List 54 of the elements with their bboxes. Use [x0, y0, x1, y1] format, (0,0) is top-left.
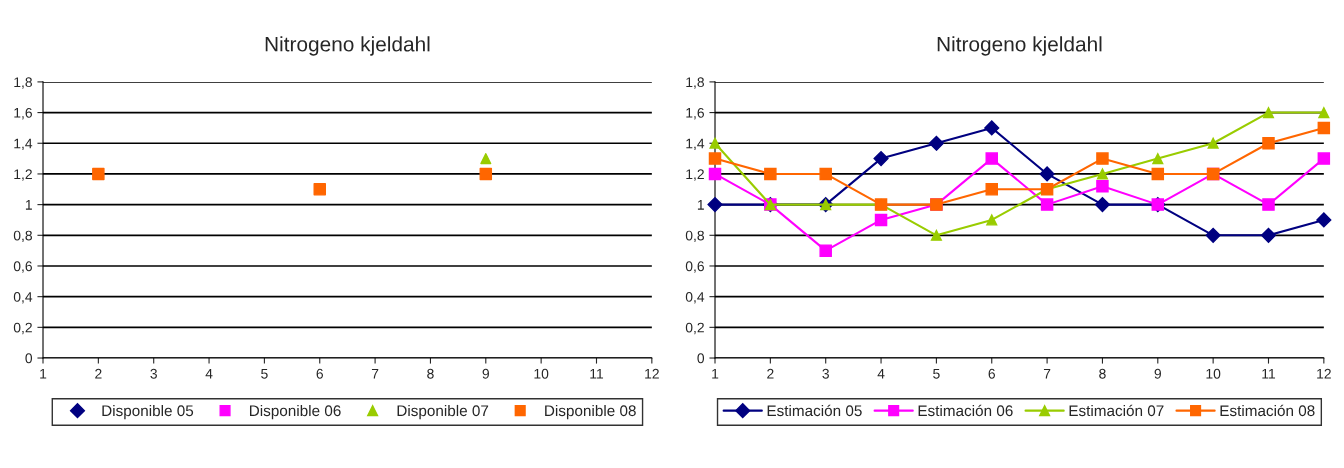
legend-label: Estimación 08 — [1220, 404, 1315, 417]
x-tick-label: 11 — [1262, 368, 1276, 379]
y-tick-label: 0,8 — [685, 230, 704, 243]
y-tick-label: 0,6 — [13, 261, 32, 273]
y-tick-label: 1 — [697, 200, 704, 210]
x-tick-label: 3 — [150, 368, 157, 379]
x-tick-label: 1 — [40, 368, 47, 379]
y-tick-label: 1,8 — [686, 77, 704, 89]
y-tick-label: 0 — [697, 353, 705, 364]
y-tick-label: 0,2 — [685, 322, 704, 335]
y-tick-label: 0,4 — [13, 291, 33, 304]
y-tick-label: 1,2 — [14, 169, 32, 181]
y-tick-label: 0 — [25, 353, 33, 364]
x-tick-label: 12 — [645, 368, 659, 379]
x-tick-label: 8 — [1099, 368, 1106, 379]
x-tick-label: 2 — [95, 368, 102, 379]
x-tick-label: 5 — [261, 368, 268, 379]
legend-label: Disponible 06 — [249, 404, 341, 420]
x-tick-label: 4 — [877, 368, 885, 379]
chart-title: Nitrogeno kjeldahl — [265, 36, 430, 56]
x-tick-label: 9 — [1154, 368, 1161, 379]
x-tick-label: 9 — [482, 368, 489, 379]
x-tick-label: 4 — [205, 368, 213, 379]
legend-label: Disponible 08 — [545, 404, 636, 420]
y-tick-label: 1,2 — [686, 169, 704, 181]
x-tick-label: 1 — [712, 368, 719, 379]
y-tick-label: 1,8 — [14, 77, 32, 89]
x-tick-label: 5 — [933, 368, 940, 379]
x-tick-label: 6 — [316, 368, 323, 379]
chart-title: Nitrogeno kjeldahl — [937, 36, 1102, 56]
y-tick-label: 1,6 — [686, 107, 704, 120]
legend-label: Estimación 05 — [767, 404, 862, 417]
x-tick-label: 7 — [371, 368, 379, 379]
x-tick-label: 3 — [822, 368, 829, 379]
x-tick-label: 12 — [1317, 368, 1331, 379]
y-tick-label: 1,4 — [686, 138, 705, 151]
x-tick-label: 7 — [1043, 368, 1051, 379]
y-tick-label: 0,8 — [13, 230, 32, 243]
y-tick-label: 0,6 — [685, 261, 704, 273]
x-tick-label: 8 — [427, 368, 434, 379]
y-tick-label: 1,4 — [14, 138, 33, 151]
legend-label: Estimación 06 — [918, 404, 1013, 417]
x-tick-label: 6 — [988, 368, 995, 379]
legend-label: Estimación 07 — [1069, 404, 1164, 417]
y-tick-label: 0,4 — [685, 291, 705, 304]
x-tick-label: 2 — [767, 368, 774, 379]
y-tick-label: 1,6 — [14, 107, 32, 120]
x-tick-label: 11 — [590, 368, 604, 379]
x-tick-label: 10 — [534, 368, 549, 379]
y-tick-label: 1 — [25, 200, 32, 210]
y-tick-label: 0,2 — [13, 322, 32, 335]
legend-label: Disponible 07 — [397, 404, 489, 420]
x-tick-label: 10 — [1206, 368, 1221, 379]
legend-label: Disponible 05 — [102, 404, 194, 420]
